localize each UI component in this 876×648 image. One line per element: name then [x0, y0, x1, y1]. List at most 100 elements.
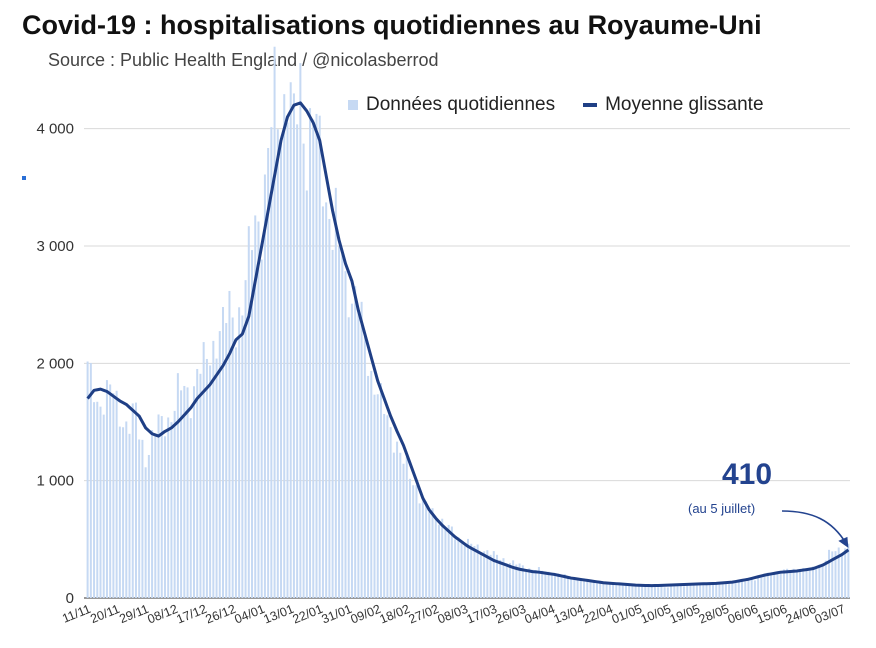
daily-bar [170, 422, 173, 598]
daily-bar [93, 402, 96, 598]
daily-bar [131, 403, 134, 598]
daily-bar [534, 570, 537, 598]
daily-bar [347, 317, 350, 598]
daily-bar [815, 568, 818, 598]
daily-bar [599, 581, 602, 598]
daily-bar [147, 454, 150, 598]
daily-bar [321, 206, 324, 598]
daily-bar [238, 307, 241, 598]
y-tick-label: 0 [66, 590, 74, 607]
daily-bar [189, 418, 192, 598]
daily-bar [360, 301, 363, 598]
daily-bar [460, 540, 463, 598]
daily-bar [483, 551, 486, 598]
daily-bar [541, 570, 544, 598]
daily-bar [247, 226, 250, 598]
daily-bar [302, 143, 305, 598]
daily-bar [760, 576, 763, 598]
daily-bar [421, 500, 424, 598]
daily-bar [637, 586, 640, 598]
daily-bar [834, 551, 837, 598]
daily-bar [160, 416, 163, 598]
daily-bar [212, 340, 215, 598]
daily-bar [828, 549, 831, 598]
daily-bar [163, 436, 166, 598]
chart-subtitle: Source : Public Health England / @nicola… [48, 50, 439, 70]
daily-bar [331, 249, 334, 599]
daily-bar [734, 582, 737, 598]
daily-bar [350, 303, 353, 598]
daily-bar [338, 246, 341, 598]
daily-bar [260, 259, 263, 598]
daily-bar [441, 518, 444, 598]
daily-bar [508, 562, 511, 598]
daily-bar [296, 124, 299, 598]
daily-bar [408, 478, 411, 598]
daily-bar [844, 548, 847, 598]
daily-bar [273, 46, 276, 599]
daily-bar [570, 578, 573, 598]
daily-bars [86, 46, 850, 599]
daily-bar [109, 384, 112, 598]
gridlines [84, 128, 850, 599]
daily-bar [702, 584, 705, 598]
daily-bar [444, 526, 447, 598]
daily-bar [396, 441, 399, 598]
daily-bar [521, 565, 524, 598]
daily-bar [779, 572, 782, 598]
daily-bar [315, 113, 318, 598]
daily-bar [563, 574, 566, 598]
daily-bar [531, 569, 534, 598]
legend: Données quotidiennes Moyenne glissante [348, 94, 764, 116]
daily-bar [747, 580, 750, 598]
daily-bar [624, 583, 627, 598]
daily-bar [566, 577, 569, 598]
daily-bar [202, 342, 205, 598]
daily-bar [602, 582, 605, 598]
daily-bar [276, 129, 279, 598]
daily-bar [799, 571, 802, 598]
daily-bar [228, 290, 231, 598]
daily-bar [786, 568, 789, 598]
y-axis-labels: 0 1 000 2 000 3 000 4 000 [36, 121, 74, 607]
daily-bar [437, 524, 440, 598]
daily-bar [205, 358, 208, 598]
daily-bar [718, 583, 721, 598]
y-tick-label: 3 000 [36, 238, 74, 255]
daily-bar [525, 570, 528, 598]
marker-dot [22, 176, 26, 180]
daily-bar [724, 582, 727, 598]
daily-bar [386, 415, 389, 598]
daily-bar [547, 571, 550, 598]
daily-bar [196, 368, 199, 598]
daily-bar [476, 544, 479, 598]
daily-bar [334, 187, 337, 599]
daily-bar [280, 142, 283, 598]
daily-bar [737, 581, 740, 598]
daily-bar [715, 582, 718, 598]
daily-bar [773, 574, 776, 598]
legend-line-label: Moyenne glissante [605, 94, 764, 115]
daily-bar [805, 569, 808, 598]
daily-bar [479, 552, 482, 598]
daily-bar [454, 539, 457, 598]
daily-bar [763, 575, 766, 598]
daily-bar [686, 584, 689, 598]
daily-bar [344, 271, 347, 598]
daily-bar [550, 575, 553, 598]
daily-bar [173, 410, 176, 598]
daily-bar [647, 586, 650, 598]
daily-bar [586, 580, 589, 598]
daily-bar [399, 452, 402, 598]
daily-bar [770, 574, 773, 598]
legend-bar-label: Données quotidiennes [366, 94, 556, 115]
daily-bar [673, 586, 676, 598]
daily-bar [711, 583, 714, 598]
daily-bar [615, 583, 618, 598]
daily-bar [270, 127, 273, 599]
daily-bar [151, 430, 154, 598]
daily-bar [392, 452, 395, 598]
daily-bar [318, 115, 321, 598]
daily-bar [176, 373, 179, 598]
daily-bar [467, 538, 469, 598]
